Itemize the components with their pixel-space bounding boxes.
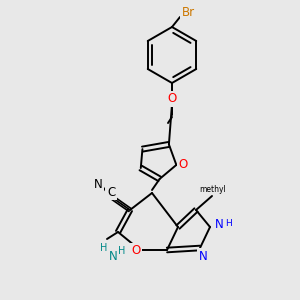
Text: N: N <box>214 218 224 230</box>
Text: methyl: methyl <box>200 185 226 194</box>
Text: H: H <box>226 220 232 229</box>
Text: C: C <box>107 185 115 199</box>
Text: H: H <box>100 243 108 253</box>
Text: H: H <box>118 246 126 256</box>
Text: N: N <box>94 178 102 190</box>
Text: O: O <box>179 158 188 171</box>
Text: Br: Br <box>182 5 195 19</box>
Text: O: O <box>167 92 177 106</box>
Text: N: N <box>109 250 117 262</box>
Text: N: N <box>199 250 207 262</box>
Text: O: O <box>131 244 141 257</box>
